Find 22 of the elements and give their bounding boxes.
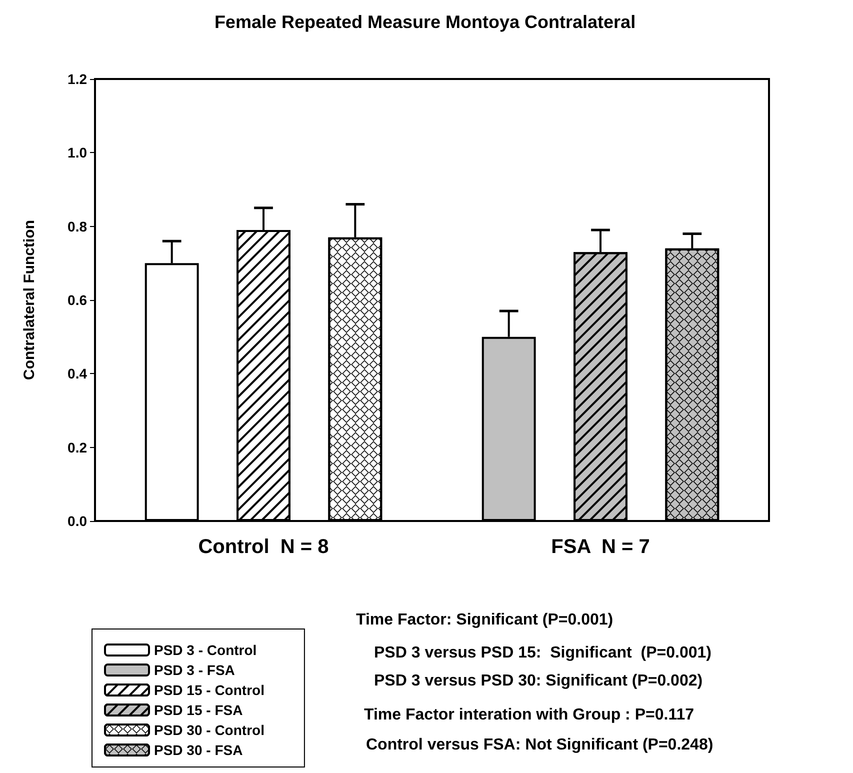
y-tick-label: 0.4 xyxy=(68,366,88,382)
legend-label: PSD 30 - FSA xyxy=(154,742,243,758)
x-tick-label: FSA N = 7 xyxy=(551,536,650,558)
y-tick-label: 0.0 xyxy=(68,513,88,529)
x-tick-label: Control N = 8 xyxy=(198,536,329,558)
y-tick-label: 0.2 xyxy=(68,439,88,456)
legend-label: PSD 15 - Control xyxy=(154,682,264,698)
text: Time Factor interation with Group : P=0.117 xyxy=(364,706,694,724)
legend-label: PSD 3 - Control xyxy=(154,642,257,658)
legend-label: PSD 15 - FSA xyxy=(154,702,243,718)
y-axis-title: Contralateral Function xyxy=(21,220,38,380)
legend-label: PSD 3 - FSA xyxy=(154,662,235,678)
y-tick-label: 0.8 xyxy=(68,218,88,234)
chart-title: Female Repeated Measure Montoya Contralateral xyxy=(214,12,636,32)
legend-label: PSD 30 - Control xyxy=(154,722,264,738)
text: Time Factor: Significant (P=0.001) xyxy=(356,612,614,628)
y-tick-label: 1.2 xyxy=(68,71,88,87)
text: PSD 3 versus PSD 30: Significant (P=0.002) xyxy=(374,672,703,690)
y-tick-label: 1.0 xyxy=(68,144,88,161)
text: PSD 3 versus PSD 15: Significant (P=0.001) xyxy=(374,644,712,662)
y-tick-label: 0.6 xyxy=(68,292,88,308)
text: Control versus FSA: Not Significant (P=0.248) xyxy=(366,736,714,754)
